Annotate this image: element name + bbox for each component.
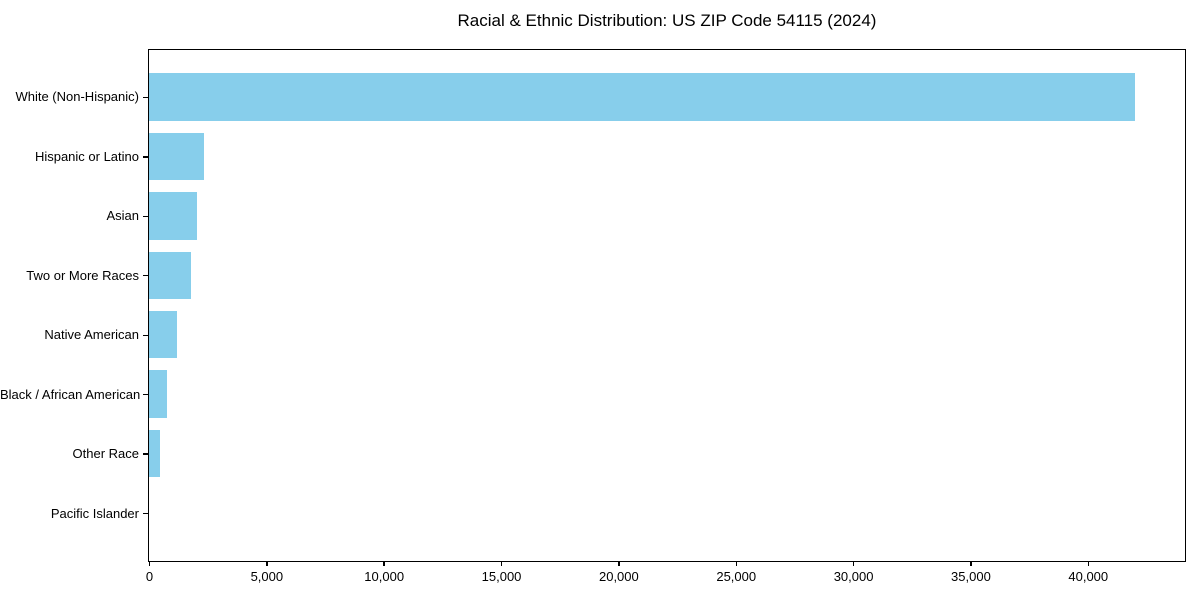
y-tick-mark <box>143 334 148 336</box>
x-tick-mark <box>970 561 972 566</box>
y-tick-label: Native American <box>44 327 139 343</box>
y-tick-mark <box>143 96 148 99</box>
y-tick-label: Two or More Races <box>26 267 139 283</box>
x-tick-label: 40,000 <box>1068 569 1109 584</box>
y-tick-label: Pacific Islander <box>50 505 139 521</box>
y-tick-label: Other Race <box>72 446 139 462</box>
x-tick-label: 5,000 <box>250 569 284 584</box>
x-tick-mark <box>148 561 151 566</box>
chart-bar <box>149 192 198 240</box>
y-tick-mark <box>143 393 148 396</box>
chart-bar <box>149 73 1135 121</box>
y-tick-label: Asian <box>106 208 139 224</box>
x-tick-mark <box>266 561 268 566</box>
chart-bar <box>149 251 192 300</box>
y-tick-label: Black / African American <box>0 386 141 402</box>
chart-bar <box>149 429 160 478</box>
x-tick-mark <box>735 561 737 566</box>
y-tick-label: White (Non-Hispanic) <box>15 89 139 105</box>
plot-area <box>148 49 1186 562</box>
chart-bar <box>149 310 178 359</box>
x-tick-mark <box>1087 561 1089 566</box>
x-tick-mark <box>852 561 855 566</box>
x-tick-mark <box>383 561 385 566</box>
x-tick-mark <box>500 561 503 566</box>
y-tick-mark <box>143 156 148 158</box>
chart-bar <box>149 370 167 418</box>
chart-bar <box>149 132 205 181</box>
x-tick-label: 15,000 <box>481 569 522 584</box>
x-tick-label: 20,000 <box>598 569 639 584</box>
x-tick-label: 30,000 <box>833 569 874 584</box>
x-tick-label: 35,000 <box>951 569 991 584</box>
x-tick-mark <box>618 561 620 566</box>
x-tick-label: 0 <box>145 569 154 584</box>
x-tick-label: 10,000 <box>364 569 405 584</box>
y-tick-mark <box>143 453 148 455</box>
y-tick-label: Hispanic or Latino <box>34 148 139 164</box>
y-tick-mark <box>143 275 148 277</box>
y-tick-mark <box>143 512 148 515</box>
chart-title: Racial & Ethnic Distribution: US ZIP Cod… <box>457 11 877 30</box>
x-tick-label: 25,000 <box>716 569 757 584</box>
y-tick-mark <box>143 215 148 218</box>
